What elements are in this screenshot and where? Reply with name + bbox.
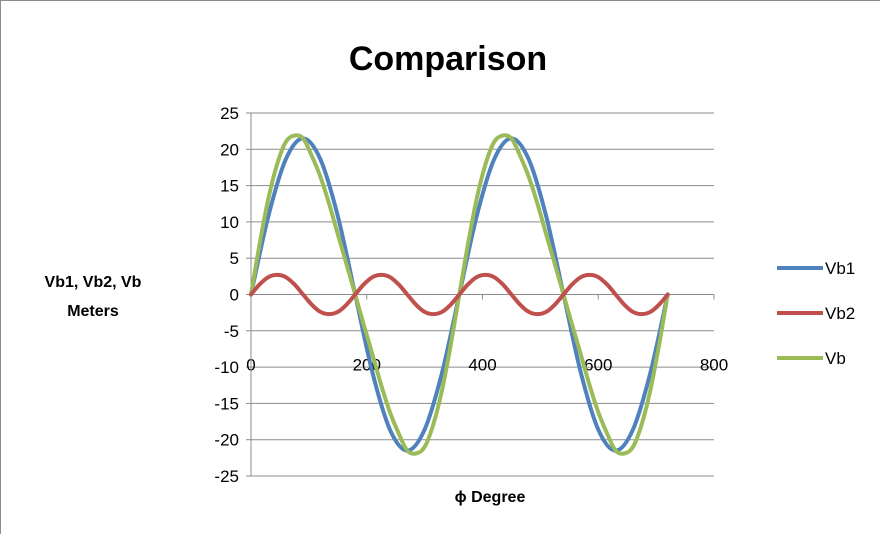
y-tick-label: -10: [214, 358, 239, 377]
legend-label-vb2: Vb2: [825, 304, 855, 323]
legend-label-vb: Vb: [825, 349, 846, 368]
y-tick-label: 15: [220, 177, 239, 196]
series-line-vb2: [249, 272, 670, 317]
y-axis-label-line2: Meters: [67, 303, 119, 320]
y-tick-label: 25: [220, 104, 239, 123]
chart-title: Comparison: [349, 40, 547, 78]
y-axis-label-line1: Vb1, Vb2, Vb: [45, 274, 142, 291]
y-tick-label: -15: [214, 394, 239, 413]
y-tick-label: -5: [224, 322, 239, 341]
y-tick-label: -25: [214, 467, 239, 486]
x-tick-label: 800: [700, 356, 728, 375]
x-tick-label: 600: [584, 356, 612, 375]
legend-label-vb1: Vb1: [825, 259, 855, 278]
y-tick-label: -20: [214, 431, 239, 450]
series-lines: [249, 133, 670, 456]
x-tick-label: 400: [468, 356, 496, 375]
y-tick-label: 20: [220, 140, 239, 159]
y-tick-label: 0: [230, 286, 239, 305]
y-tick-labels: 25 20 15 10 5 0 -5 -10 -15 -20 -25: [214, 104, 239, 486]
y-tick-label: 5: [230, 249, 239, 268]
legend: Vb1 Vb2 Vb: [777, 259, 855, 368]
x-axis-label: ϕ Degree: [455, 489, 526, 506]
y-tick-label: 10: [220, 213, 239, 232]
